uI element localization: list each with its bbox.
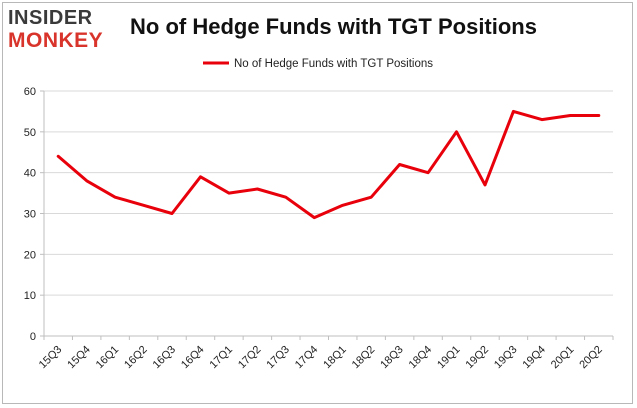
logo-line-2: MONKEY — [8, 29, 104, 52]
x-tick-label: 19Q2 — [464, 344, 492, 372]
data-point — [227, 191, 231, 195]
y-tick-label: 20 — [24, 249, 36, 261]
data-point — [57, 155, 60, 158]
y-tick-labels: 0 10 20 30 40 50 60 — [24, 86, 36, 343]
data-point — [284, 195, 288, 199]
data-point — [426, 171, 430, 174]
x-tick-label: 17Q1 — [208, 344, 236, 372]
legend: No of Hedge Funds with TGT Positions — [203, 58, 433, 70]
series-layer — [56, 109, 601, 220]
data-point — [540, 118, 544, 121]
x-tick-label: 16Q2 — [122, 344, 150, 372]
y-tick-label: 10 — [24, 290, 36, 302]
x-tick-label: 19Q4 — [520, 344, 548, 372]
series-line — [56, 109, 601, 220]
data-point — [569, 114, 572, 117]
insider-monkey-logo: INSIDER MONKEY — [8, 8, 114, 54]
x-tick-label: 15Q3 — [37, 344, 65, 372]
grid-lines — [44, 90, 613, 296]
data-point — [512, 110, 515, 113]
x-tick-label: 17Q3 — [264, 344, 292, 372]
x-tick-label: 20Q1 — [549, 344, 577, 372]
x-tick-label: 16Q4 — [179, 344, 207, 372]
x-tick-label: 18Q4 — [407, 344, 435, 372]
x-tick-labels: 15Q3 15Q4 16Q1 16Q2 16Q3 16Q4 17Q1 17Q2 17Q3 17Q4… — [37, 344, 605, 372]
data-point — [341, 204, 344, 207]
data-point — [398, 163, 401, 166]
x-tick-label: 18Q1 — [321, 344, 349, 372]
data-point — [455, 130, 458, 134]
x-tick-label: 17Q4 — [293, 344, 321, 372]
x-tick-label: 19Q1 — [435, 344, 463, 372]
data-point — [369, 195, 373, 199]
x-tick-label: 19Q3 — [492, 344, 520, 372]
chart-title: No of Hedge Funds with TGT Positions — [130, 14, 537, 39]
x-tick-label: 15Q4 — [65, 344, 93, 372]
data-point — [256, 187, 259, 191]
y-tick-label: 0 — [30, 331, 36, 343]
data-point — [199, 175, 202, 178]
data-point — [142, 204, 145, 207]
x-tick-label: 16Q1 — [94, 344, 122, 372]
x-tick-label: 18Q2 — [350, 344, 378, 372]
x-tick-label: 20Q2 — [577, 344, 605, 372]
x-tick-label: 18Q3 — [378, 344, 406, 372]
data-point — [113, 195, 117, 199]
logo-line-1: INSIDER — [8, 7, 93, 29]
y-tick-label: 40 — [24, 168, 36, 180]
x-tick-label: 17Q2 — [236, 344, 264, 372]
y-tick-label: 50 — [24, 127, 36, 139]
data-point — [170, 212, 174, 215]
x-tick-label: 16Q3 — [151, 344, 179, 372]
data-point — [597, 114, 600, 117]
legend-label: No of Hedge Funds with TGT Positions — [234, 58, 433, 70]
data-point — [483, 183, 487, 187]
y-tick-label: 60 — [24, 86, 36, 98]
axes — [40, 90, 614, 340]
data-point — [313, 216, 316, 219]
data-point — [85, 179, 88, 183]
y-tick-label: 30 — [24, 209, 36, 221]
